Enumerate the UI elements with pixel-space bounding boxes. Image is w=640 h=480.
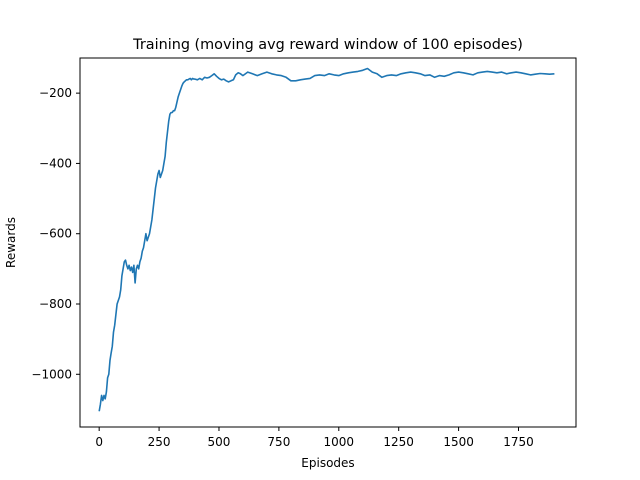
x-tick-label: 1000 [324,435,355,449]
chart-title: Training (moving avg reward window of 10… [132,37,523,53]
x-tick-label: 750 [267,435,290,449]
series-line [98,67,555,412]
x-axis-label: Episodes [301,456,354,470]
x-tick-label: 1750 [503,435,534,449]
x-tick-label: 250 [148,435,171,449]
axes-frame [79,57,577,428]
y-tick-label: −400 [39,156,72,170]
x-tick-label: 1250 [383,435,414,449]
x-axis-ticks: 0 250 500 750 1000 1250 1500 1750 [95,427,534,449]
y-axis-label: Rewards [4,217,18,268]
y-tick-label: −200 [39,86,72,100]
y-tick-label: −600 [39,227,72,241]
plot-series [98,67,555,412]
x-tick-label: 500 [208,435,231,449]
x-tick-label: 0 [95,435,103,449]
x-tick-label: 1500 [443,435,474,449]
y-axis-ticks: −1000 −800 −600 −400 −200 [31,86,80,381]
y-tick-label: −1000 [31,367,72,381]
y-tick-label: −800 [39,297,72,311]
